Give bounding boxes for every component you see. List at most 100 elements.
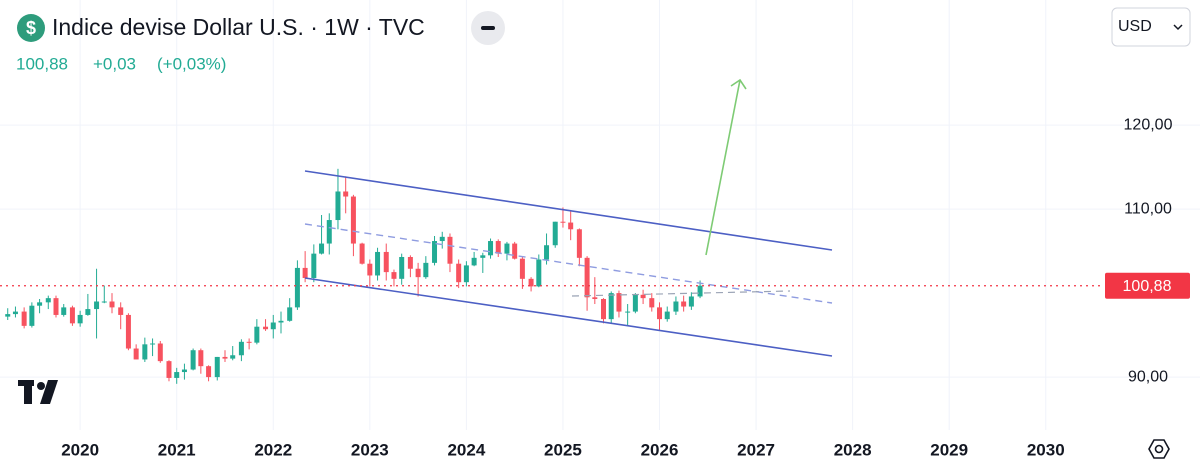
candle-body (319, 243, 325, 254)
candle-body (94, 301, 100, 310)
symbol-icon-glyph: $ (26, 18, 36, 38)
candle-body (294, 267, 300, 308)
candle-body (29, 305, 35, 326)
candle-body (206, 366, 212, 378)
candle-body (616, 293, 622, 312)
candle-body (61, 307, 67, 315)
candle-body (608, 293, 614, 320)
candle-body (375, 251, 381, 276)
x-tick-label: 2021 (158, 440, 196, 459)
candles (5, 168, 703, 384)
candle-body (367, 263, 373, 276)
candle-body (415, 268, 421, 278)
collapse-icon (481, 26, 495, 30)
channel-mid (304, 223, 833, 304)
candle-body (640, 294, 646, 299)
candle-body (439, 236, 445, 242)
candle-body (568, 222, 574, 230)
candle-body (174, 372, 180, 378)
candle-body (407, 256, 413, 269)
candle-body (214, 356, 220, 378)
candle-body (657, 307, 663, 320)
candle-body (632, 294, 638, 312)
candle-body (350, 196, 356, 244)
y-tick-label: 120,00 (1124, 116, 1173, 133)
candle-body (133, 348, 139, 360)
candle-body (21, 311, 27, 326)
candle-body (544, 245, 550, 260)
candle-body (109, 301, 115, 308)
candle-body (673, 301, 679, 312)
currency-caret (1173, 24, 1183, 31)
candle-body (536, 259, 542, 287)
x-tick-label: 2020 (61, 440, 99, 459)
candle-body (697, 285, 703, 297)
tv-logo (18, 380, 58, 404)
candle-body (125, 314, 131, 349)
x-tick-label: 2026 (641, 440, 679, 459)
candle-body (270, 322, 276, 330)
candle-body (664, 311, 670, 320)
candle-body (150, 343, 156, 345)
candle-body (166, 361, 172, 378)
change-percent: (+0,03%) (157, 54, 226, 73)
candle-body (230, 355, 236, 359)
plot-area (0, 0, 1200, 430)
dashed-level (571, 290, 791, 297)
candle-body (463, 265, 469, 283)
channel-upper (304, 170, 833, 251)
candle-body (519, 258, 525, 279)
settings-button[interactable] (1148, 439, 1170, 459)
candle-body (190, 350, 196, 370)
candle-body (254, 326, 260, 343)
candle-body (447, 236, 453, 264)
candle-body (471, 257, 477, 266)
candle-body (432, 241, 438, 263)
candle-body (495, 241, 501, 254)
candle-body (359, 243, 365, 264)
candle-body (512, 243, 518, 259)
x-tick-label: 2024 (447, 440, 485, 459)
candle-body (85, 309, 91, 315)
x-tick-label: 2028 (834, 440, 872, 459)
candle-body (118, 307, 124, 315)
candle-body (488, 241, 494, 256)
candle-body (456, 263, 462, 283)
y-tick-label: 110,00 (1124, 200, 1172, 217)
candle-body (287, 307, 293, 321)
candle-body (601, 298, 607, 320)
candle-body (335, 191, 341, 221)
candle-body (592, 297, 598, 299)
arrow-head (730, 78, 747, 90)
candle-body (181, 369, 187, 373)
candle-body (246, 341, 252, 343)
price-label-box (1105, 272, 1190, 299)
symbol-icon (17, 14, 45, 42)
symbol-title: Indice devise Dollar U.S. · 1W · TVC (52, 14, 425, 40)
candle-body (584, 257, 590, 298)
candle-body (383, 251, 389, 273)
candle-body (504, 243, 510, 254)
candle-body (552, 221, 558, 246)
currency-select[interactable] (1111, 7, 1191, 47)
y-tick-label: 90,00 (1128, 368, 1168, 385)
candle-body (142, 344, 148, 360)
arrow-line (705, 79, 741, 256)
candle-body (157, 343, 163, 362)
candle-body (69, 307, 75, 324)
candle-body (681, 301, 687, 307)
x-tick-label: 2022 (254, 440, 292, 459)
candle-body (37, 302, 43, 306)
x-tick-label: 2027 (737, 440, 775, 459)
candle-body (45, 298, 51, 303)
candle-body (278, 320, 284, 323)
candle-body (528, 278, 534, 287)
currency-label: USD (1118, 18, 1152, 35)
candle-body (326, 220, 332, 244)
candle-body (238, 341, 244, 356)
candle-body (311, 253, 317, 278)
settings-icon (1154, 444, 1164, 454)
candle-body (12, 311, 18, 315)
x-tick-label: 2030 (1027, 440, 1065, 459)
